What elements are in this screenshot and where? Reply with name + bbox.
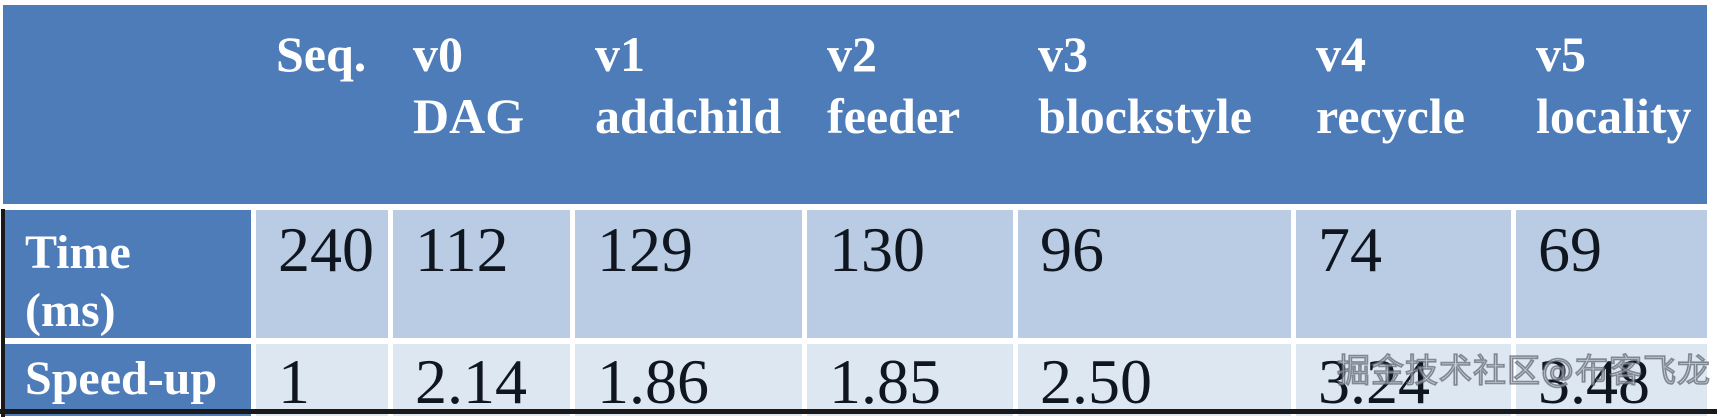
header-line1: v1	[595, 26, 645, 82]
header-line1: v0	[413, 26, 463, 82]
table-row-time: Time (ms) 240 112 129 130 96 74 69	[3, 210, 1707, 338]
table-left-border	[1, 209, 5, 417]
watermark: 掘金技术社区@布客飞龙	[1336, 350, 1711, 391]
header-cell-seq: Seq.	[256, 5, 388, 204]
header-line1: Seq.	[276, 26, 367, 82]
header-line1: v3	[1038, 26, 1088, 82]
header-line2: DAG	[413, 88, 525, 144]
table-cell-speedup-v2: 1.85	[807, 344, 1013, 417]
header-cell-v0-dag: v0 DAG	[393, 5, 570, 204]
header-cell-v5-locality: v5 locality	[1516, 5, 1707, 204]
header-cell-v4-recycle: v4 recycle	[1296, 5, 1511, 204]
table-cell-speedup-v0: 2.14	[393, 344, 570, 417]
header-line2: locality	[1536, 88, 1692, 144]
header-line2: feeder	[827, 88, 961, 144]
table-row-speedup: Speed-up 1 2.14 1.86 1.85 2.50 3.24 3.48	[3, 344, 1707, 417]
header-line2: recycle	[1316, 88, 1465, 144]
table-cell-time-v5: 69	[1516, 210, 1707, 338]
table-cell-time-seq: 240	[256, 210, 388, 338]
performance-table: Seq. v0 DAG v1 addchild v2 feeder v3 blo…	[3, 5, 1707, 417]
table-bottom-border	[0, 409, 1717, 414]
table-cell-time-v4: 74	[1296, 210, 1511, 338]
header-cell-blank	[3, 5, 251, 204]
row-label-time-ms: Time (ms)	[3, 210, 251, 338]
header-cell-v3-blockstyle: v3 blockstyle	[1018, 5, 1291, 204]
header-cell-v1-addchild: v1 addchild	[575, 5, 802, 204]
table-cell-speedup-v5: 3.48	[1516, 344, 1707, 417]
table-cell-speedup-v3: 2.50	[1018, 344, 1291, 417]
row-label-speedup: Speed-up	[3, 344, 251, 416]
header-cell-v2-feeder: v2 feeder	[807, 5, 1013, 204]
table-cell-time-v0: 112	[393, 210, 570, 338]
table-cell-time-v2: 130	[807, 210, 1013, 338]
header-line2: addchild	[595, 88, 782, 144]
table-cell-speedup-v4: 3.24	[1296, 344, 1511, 417]
header-line1: v2	[827, 26, 877, 82]
header-line1: v4	[1316, 26, 1366, 82]
table-cell-speedup-seq: 1	[256, 344, 388, 417]
header-line1: v5	[1536, 26, 1586, 82]
table-cell-time-v3: 96	[1018, 210, 1291, 338]
table-header-row: Seq. v0 DAG v1 addchild v2 feeder v3 blo…	[3, 5, 1707, 204]
table-cell-speedup-v1: 1.86	[575, 344, 802, 417]
table-cell-time-v1: 129	[575, 210, 802, 338]
header-line2: blockstyle	[1038, 88, 1252, 144]
